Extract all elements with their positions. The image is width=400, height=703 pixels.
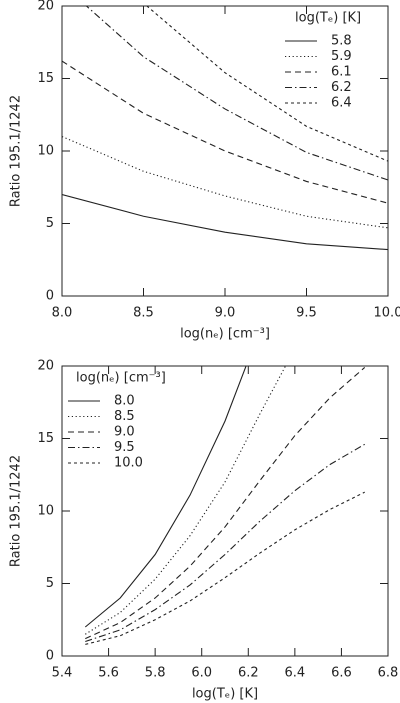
legend-label: 8.5 (114, 409, 135, 424)
legend-label: 8.0 (114, 394, 135, 409)
series-line (84, 366, 247, 628)
x-tick-label: 6.4 (285, 666, 306, 681)
legend-title: log(nₑ) [cm⁻³] (76, 371, 166, 386)
plot-frame (61, 365, 389, 657)
y-tick-label: 5 (46, 216, 54, 231)
y-tick-label: 10 (37, 144, 54, 159)
x-tick-label: 10.0 (374, 306, 400, 321)
x-tick-label: 5.8 (145, 666, 166, 681)
legend-label: 9.5 (114, 440, 135, 455)
x-tick-label: 6.0 (191, 666, 212, 681)
series-line (85, 367, 366, 640)
y-tick-label: 15 (37, 71, 54, 86)
y-axis-label: Ratio 195.1/1242 (9, 455, 24, 567)
series-line (85, 491, 365, 645)
y-tick-label: 5 (46, 576, 54, 591)
series-line (62, 193, 388, 251)
series-line (62, 135, 388, 229)
legend-label: 5.8 (331, 34, 352, 49)
legend-label: 6.2 (331, 80, 352, 95)
legend-label: 10.0 (114, 456, 143, 471)
legend-label: 9.0 (114, 425, 135, 440)
x-tick-label: 8.5 (133, 306, 154, 321)
series-line (84, 366, 287, 635)
legend-label: 6.1 (331, 65, 352, 80)
series-line (85, 443, 365, 643)
y-tick-label: 0 (46, 289, 54, 304)
x-tick-label: 5.6 (98, 666, 119, 681)
x-tick-label: 6.2 (238, 666, 259, 681)
x-tick-label: 6.8 (378, 666, 399, 681)
legend-title: log(Tₑ) [K] (295, 11, 361, 26)
y-tick-label: 20 (37, 0, 54, 14)
y-tick-label: 10 (37, 504, 54, 519)
y-tick-label: 15 (37, 431, 54, 446)
y-tick-label: 0 (46, 649, 54, 664)
plot-area (62, 6, 388, 251)
y-tick-label: 20 (37, 359, 54, 374)
x-axis-label: log(nₑ) [cm⁻³] (180, 327, 270, 342)
plot-area (84, 366, 366, 645)
series-line (146, 6, 388, 162)
series-line (62, 60, 388, 204)
legend-label: 5.9 (331, 49, 352, 64)
y-axis-label: Ratio 195.1/1242 (9, 95, 24, 207)
x-tick-label: 5.4 (52, 666, 73, 681)
x-tick-label: 9.5 (296, 306, 317, 321)
x-axis-label: log(Tₑ) [K] (192, 687, 258, 702)
legend-label: 6.4 (331, 96, 352, 111)
x-tick-label: 9.0 (215, 306, 236, 321)
x-tick-label: 8.0 (52, 306, 73, 321)
x-tick-label: 6.6 (331, 666, 352, 681)
series-line (85, 6, 388, 181)
